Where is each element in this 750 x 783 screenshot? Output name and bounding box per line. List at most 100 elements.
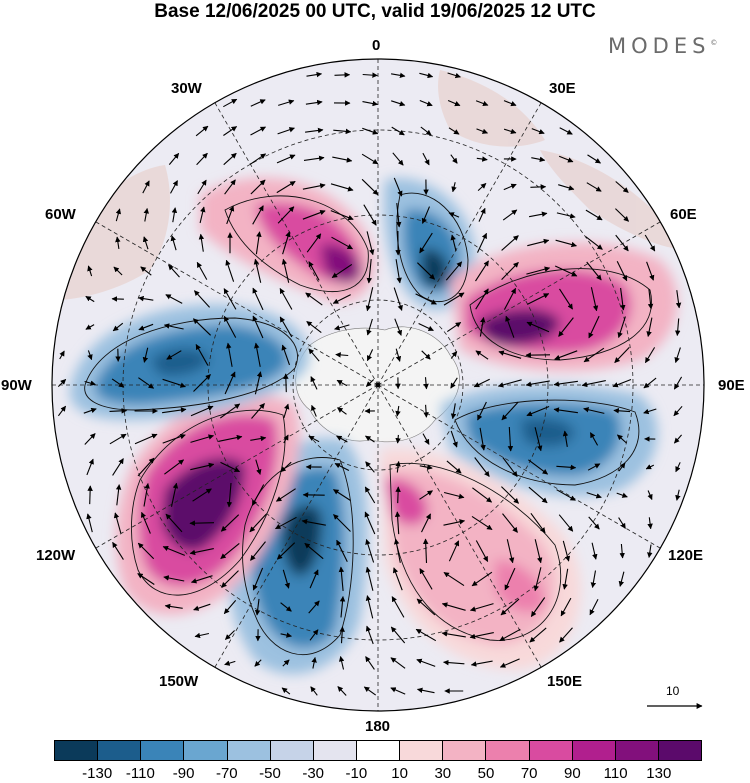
wind-arrow bbox=[421, 513, 431, 533]
wind-arrow bbox=[220, 461, 240, 473]
wind-arrow bbox=[305, 127, 324, 134]
wind-arrow bbox=[140, 511, 151, 534]
wind-arrow bbox=[306, 71, 323, 78]
wind-arrow bbox=[281, 344, 291, 366]
wind-arrow bbox=[645, 464, 655, 470]
wind-arrow bbox=[59, 350, 65, 360]
wind-arrow bbox=[450, 351, 458, 359]
wind-arrow bbox=[587, 154, 601, 164]
wind-arrow bbox=[589, 432, 599, 446]
wind-arrow bbox=[612, 378, 632, 388]
wind-arrow bbox=[339, 626, 345, 644]
wind-arrow bbox=[391, 126, 405, 136]
wind-arrow bbox=[525, 380, 550, 387]
wind-arrow bbox=[558, 514, 574, 532]
wind-arrow bbox=[279, 288, 293, 310]
wind-arrow bbox=[417, 262, 435, 280]
wind-arrow bbox=[419, 72, 434, 79]
colorbar-swatch bbox=[572, 741, 616, 760]
wind-arrow bbox=[336, 539, 348, 563]
wind-arrow bbox=[419, 464, 433, 470]
wind-arrow bbox=[423, 377, 429, 390]
wind-arrow bbox=[586, 261, 602, 281]
wind-arrow bbox=[475, 288, 489, 310]
wind-arrow bbox=[168, 264, 180, 278]
wind-arrow bbox=[393, 287, 403, 311]
wind-arrow bbox=[617, 316, 626, 339]
wind-arrow bbox=[308, 261, 320, 281]
colorbar-swatch bbox=[400, 741, 444, 760]
wind-arrow bbox=[282, 231, 291, 255]
wind-arrow bbox=[533, 567, 542, 592]
wind-arrow bbox=[115, 208, 122, 222]
wind-arrow bbox=[336, 379, 348, 387]
wind-arrow bbox=[366, 259, 373, 284]
wind-arrow bbox=[395, 203, 402, 228]
wind-arrow bbox=[254, 659, 262, 667]
wind-arrow bbox=[422, 152, 430, 166]
wind-arrow bbox=[302, 183, 326, 190]
wind-arrow bbox=[57, 405, 67, 417]
wind-arrow bbox=[416, 598, 436, 616]
wind-arrow bbox=[162, 434, 186, 444]
wind-arrow bbox=[365, 538, 375, 563]
wind-arrow bbox=[443, 571, 465, 587]
wind-arrow bbox=[615, 181, 629, 193]
wind-arrow bbox=[166, 350, 182, 360]
lon-label-150e: 150E bbox=[547, 673, 583, 690]
colorbar-tick-label: -130 bbox=[82, 765, 113, 782]
wind-arrow bbox=[365, 287, 374, 312]
wind-arrow bbox=[365, 435, 375, 443]
wind-arrow bbox=[421, 350, 431, 360]
wind-arrow bbox=[554, 350, 578, 361]
lon-label-120e: 120E bbox=[668, 547, 704, 564]
wind-arrow bbox=[170, 180, 178, 194]
colorbar-swatch bbox=[443, 741, 487, 760]
wind-arrow bbox=[390, 687, 406, 695]
wind-arrow bbox=[477, 182, 487, 192]
wind-arrow bbox=[589, 598, 599, 616]
wind-arrow bbox=[112, 541, 124, 560]
wind-arrow bbox=[586, 182, 602, 192]
wind-arrow bbox=[422, 433, 430, 445]
wind-arrow bbox=[448, 127, 460, 135]
wind-arrow bbox=[391, 596, 405, 618]
wind-arrow bbox=[562, 540, 571, 562]
wind-arrow bbox=[506, 539, 515, 564]
wind-arrow bbox=[451, 182, 457, 193]
wind-arrow bbox=[280, 461, 292, 473]
wind-arrow bbox=[281, 258, 290, 283]
wind-arrow bbox=[581, 380, 606, 388]
wind-arrow bbox=[143, 207, 150, 222]
wind-arrow bbox=[276, 180, 296, 194]
wind-arrow bbox=[588, 315, 600, 339]
wind-arrow bbox=[422, 538, 429, 564]
wind-arrow bbox=[112, 458, 124, 476]
wind-arrow bbox=[446, 321, 462, 333]
wind-arrow bbox=[280, 632, 292, 638]
wind-arrow bbox=[338, 566, 345, 591]
wind-arrow bbox=[304, 542, 324, 560]
wind-arrow bbox=[531, 156, 546, 163]
wind-arrow bbox=[647, 544, 653, 558]
wind-arrow bbox=[223, 126, 238, 136]
wind-arrow bbox=[305, 292, 323, 306]
colorbar-tick-label: -90 bbox=[172, 765, 195, 782]
wind-arrow bbox=[502, 457, 518, 478]
wind-arrow bbox=[305, 99, 323, 106]
wind-arrow bbox=[137, 457, 155, 477]
wind-arrow bbox=[279, 316, 293, 338]
wind-arrow bbox=[199, 206, 206, 224]
wind-arrow bbox=[558, 155, 574, 163]
colorbar-tick-label: -10 bbox=[345, 765, 368, 782]
wind-arrow bbox=[218, 434, 243, 442]
wind-arrow bbox=[644, 234, 656, 252]
wind-arrow bbox=[226, 482, 233, 508]
wind-arrow bbox=[476, 128, 489, 134]
wind-arrow bbox=[224, 371, 236, 395]
wind-arrow bbox=[252, 315, 264, 339]
wind-arrow bbox=[137, 573, 155, 585]
wind-arrow bbox=[109, 408, 128, 414]
wind-arrow bbox=[562, 430, 569, 447]
